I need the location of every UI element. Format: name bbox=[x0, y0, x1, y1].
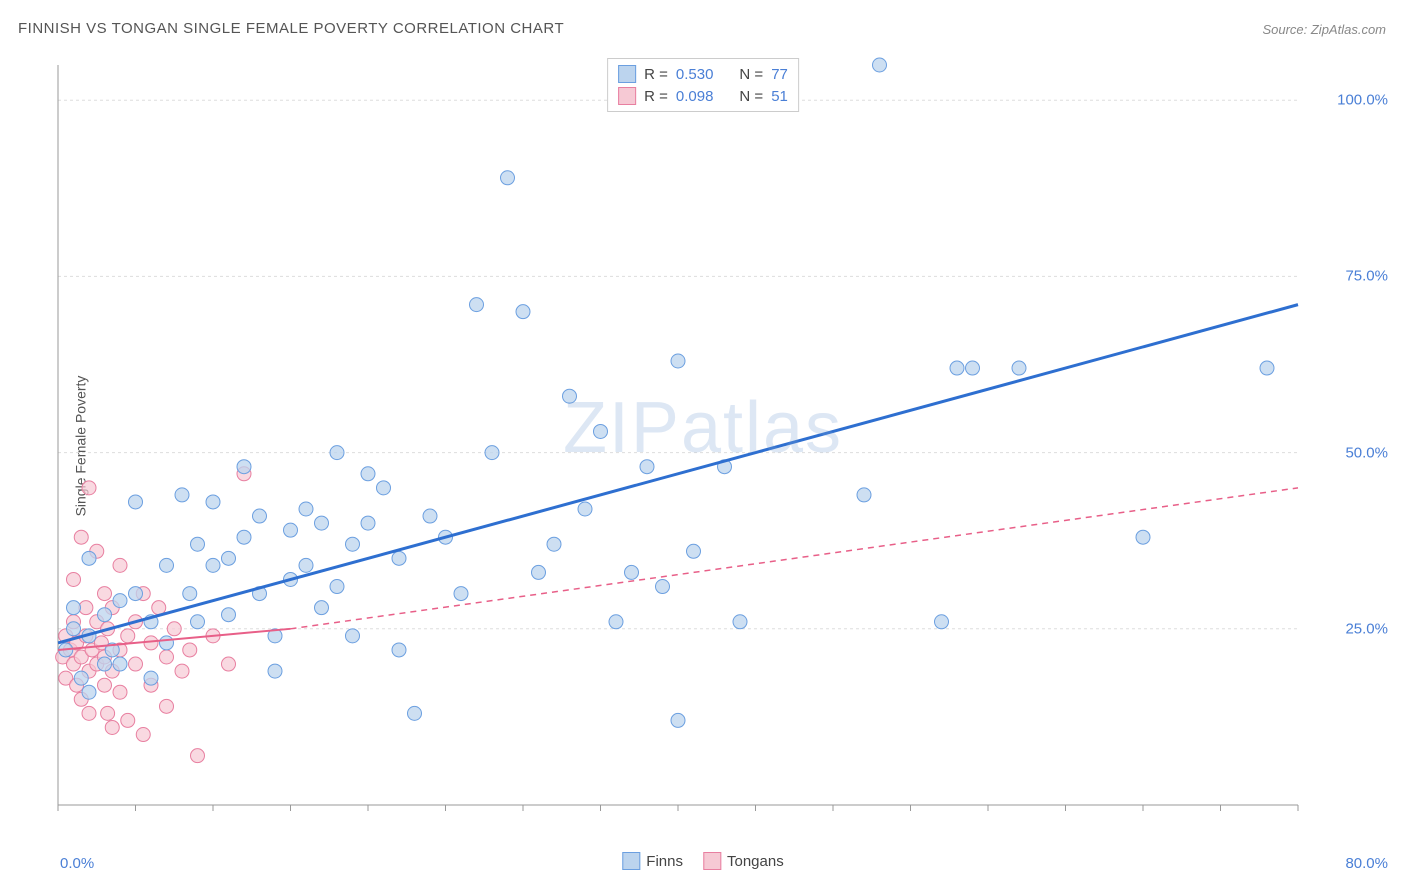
y-tick-label: 100.0% bbox=[1337, 92, 1388, 109]
label-n: N = bbox=[739, 88, 763, 105]
legend-label-finns: Finns bbox=[646, 853, 683, 870]
y-tick-label: 75.0% bbox=[1345, 268, 1388, 285]
legend-item-tongans: Tongans bbox=[703, 852, 784, 870]
legend-row-tongans: R = 0.098 N = 51 bbox=[618, 85, 788, 107]
source-attribution: Source: ZipAtlas.com bbox=[1262, 22, 1386, 37]
label-r: R = bbox=[644, 88, 668, 105]
swatch-tongans bbox=[618, 87, 636, 105]
swatch-finns bbox=[622, 852, 640, 870]
legend-row-finns: R = 0.530 N = 77 bbox=[618, 63, 788, 85]
legend-series: Finns Tongans bbox=[622, 852, 783, 870]
value-r-tongans: 0.098 bbox=[676, 88, 714, 105]
legend-item-finns: Finns bbox=[622, 852, 683, 870]
chart-title: FINNISH VS TONGAN SINGLE FEMALE POVERTY … bbox=[18, 20, 564, 37]
legend-label-tongans: Tongans bbox=[727, 853, 784, 870]
value-n-finns: 77 bbox=[771, 66, 788, 83]
y-tick-label: 50.0% bbox=[1345, 444, 1388, 461]
swatch-finns bbox=[618, 65, 636, 83]
x-tick-right: 80.0% bbox=[1345, 855, 1388, 872]
chart-svg bbox=[48, 55, 1368, 845]
plot-area bbox=[48, 55, 1368, 845]
value-r-finns: 0.530 bbox=[676, 66, 714, 83]
x-tick-left: 0.0% bbox=[60, 855, 94, 872]
swatch-tongans bbox=[703, 852, 721, 870]
label-n: N = bbox=[739, 66, 763, 83]
label-r: R = bbox=[644, 66, 668, 83]
legend-correlation: R = 0.530 N = 77 R = 0.098 N = 51 bbox=[607, 58, 799, 112]
y-tick-label: 25.0% bbox=[1345, 620, 1388, 637]
value-n-tongans: 51 bbox=[771, 88, 788, 105]
